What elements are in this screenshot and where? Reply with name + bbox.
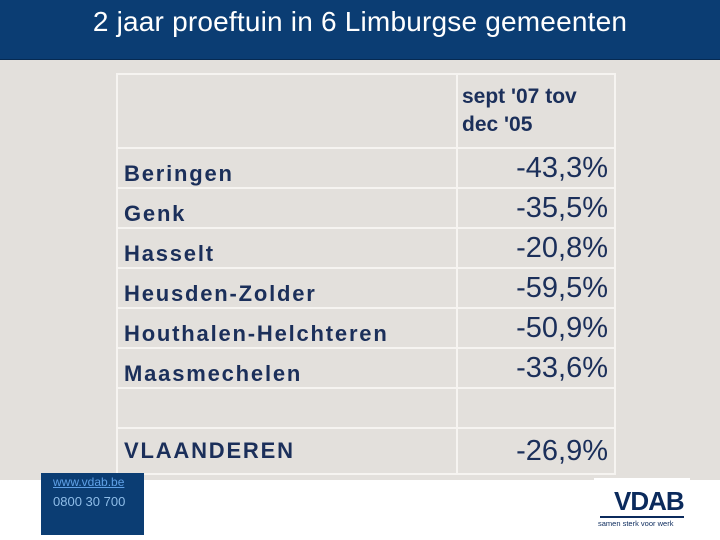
phone-number: 0800 30 700 bbox=[53, 494, 126, 509]
vdab-logo: VDAB samen sterk voor werk bbox=[594, 478, 690, 534]
table-row: Genk -35,5% bbox=[116, 187, 616, 229]
municipality-name: Beringen bbox=[116, 147, 458, 189]
table-header-row: sept '07 tov dec '05 bbox=[116, 73, 616, 149]
municipality-name: Maasmechelen bbox=[116, 347, 458, 389]
change-value: -33,6% bbox=[456, 347, 616, 389]
logo-underline bbox=[600, 516, 684, 518]
slide-title: 2 jaar proeftuin in 6 Limburgse gemeente… bbox=[92, 5, 628, 37]
municipality-name: Genk bbox=[116, 187, 458, 229]
change-value: -59,5% bbox=[456, 267, 616, 309]
change-value: -43,3% bbox=[456, 147, 616, 189]
table-row: Beringen -43,3% bbox=[116, 147, 616, 189]
column-header: sept '07 tov dec '05 bbox=[456, 73, 616, 149]
results-table: sept '07 tov dec '05 Beringen -43,3% Gen… bbox=[116, 73, 616, 475]
logo-text: VDAB bbox=[614, 486, 685, 516]
logo-tagline: samen sterk voor werk bbox=[598, 519, 674, 528]
table-row: Houthalen-Helchteren -50,9% bbox=[116, 307, 616, 349]
total-name: VLAANDEREN bbox=[116, 427, 458, 475]
header-empty-cell bbox=[116, 73, 458, 149]
table-spacer-row bbox=[116, 387, 616, 429]
change-value: -20,8% bbox=[456, 227, 616, 269]
municipality-name: Houthalen-Helchteren bbox=[116, 307, 458, 349]
website-link[interactable]: www.vdab.be bbox=[53, 475, 125, 489]
title-bar: 2 jaar proeftuin in 6 Limburgse gemeente… bbox=[0, 0, 720, 60]
spacer-cell bbox=[456, 387, 616, 429]
table-row: Heusden-Zolder -59,5% bbox=[116, 267, 616, 309]
municipality-name: Heusden-Zolder bbox=[116, 267, 458, 309]
change-value: -50,9% bbox=[456, 307, 616, 349]
total-value: -26,9% bbox=[456, 427, 616, 475]
table-row: Hasselt -20,8% bbox=[116, 227, 616, 269]
spacer-cell bbox=[116, 387, 458, 429]
municipality-name: Hasselt bbox=[116, 227, 458, 269]
footer-contact-box: www.vdab.be 0800 30 700 bbox=[41, 473, 144, 535]
table-total-row: VLAANDEREN -26,9% bbox=[116, 427, 616, 475]
change-value: -35,5% bbox=[456, 187, 616, 229]
table-row: Maasmechelen -33,6% bbox=[116, 347, 616, 389]
